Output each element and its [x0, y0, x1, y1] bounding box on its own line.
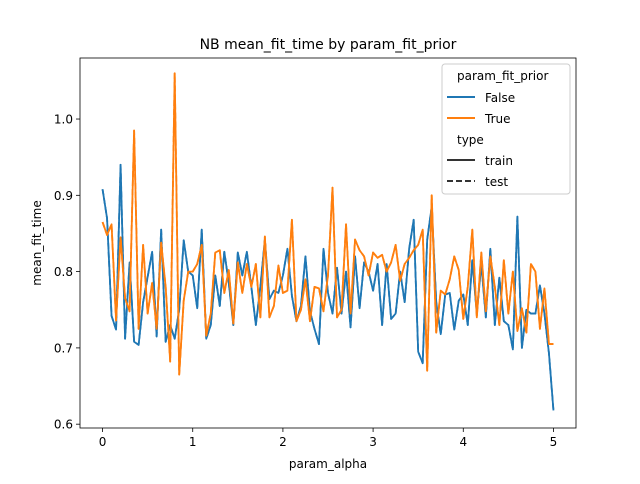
y-tick-label: 0.7 — [54, 341, 73, 355]
legend-label-false: False — [485, 91, 515, 105]
series-lines — [101, 72, 555, 411]
y-axis-label: mean_fit_time — [30, 200, 44, 285]
x-axis-label: param_alpha — [289, 457, 367, 471]
y-tick-label: 1.0 — [54, 113, 73, 127]
legend-label-test: test — [485, 175, 508, 189]
legend-label-true: True — [484, 112, 511, 126]
x-tick-label: 4 — [459, 435, 467, 449]
x-axis-ticks: 0 1 2 3 4 5 — [99, 428, 558, 449]
plot-frame — [79, 57, 577, 429]
legend-hue-title: param_fit_prior — [457, 69, 548, 83]
x-tick-label: 5 — [550, 435, 558, 449]
legend-style-title: type — [457, 133, 484, 147]
y-tick-label: 0.9 — [54, 189, 73, 203]
y-axis-ticks: 0.6 0.7 0.8 0.9 1.0 — [54, 113, 80, 432]
legend-label-train: train — [485, 154, 513, 168]
series-line-true-test — [101, 72, 554, 376]
x-tick-label: 1 — [189, 435, 197, 449]
x-tick-label: 2 — [279, 435, 287, 449]
y-tick-label: 0.8 — [54, 265, 73, 279]
x-tick-label: 3 — [369, 435, 377, 449]
chart-title: NB mean_fit_time by param_fit_prior — [200, 37, 457, 53]
legend: param_fit_prior False True type train te… — [441, 63, 571, 195]
y-tick-label: 0.6 — [54, 418, 73, 432]
x-tick-label: 0 — [99, 435, 107, 449]
plot-area — [101, 72, 555, 411]
